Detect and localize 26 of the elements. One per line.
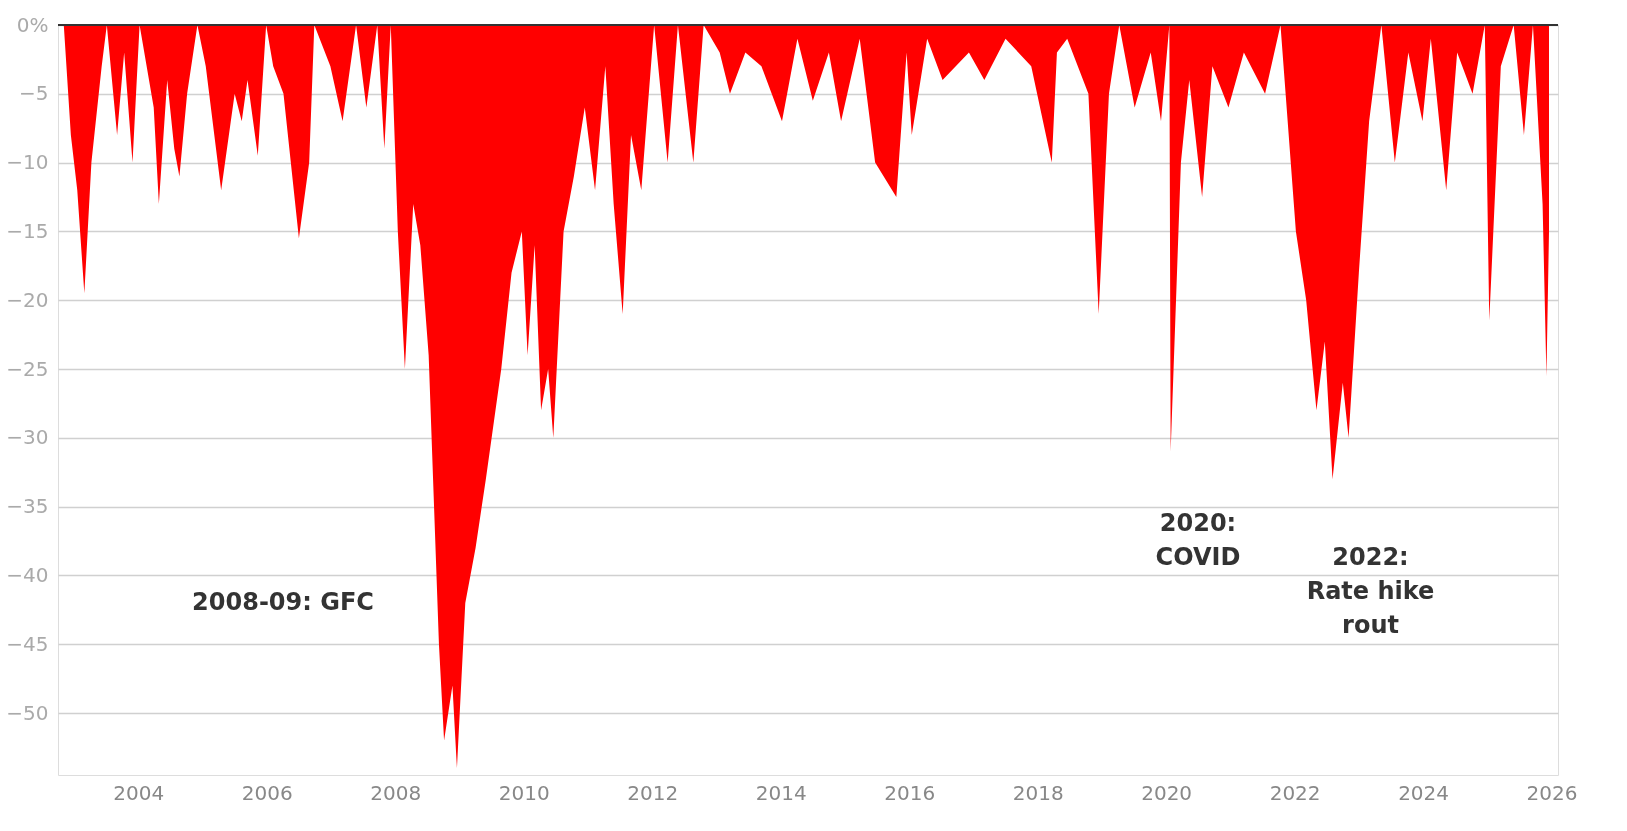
x-tick-label: 2014	[755, 780, 807, 805]
x-tick-label: 2018	[1012, 780, 1064, 805]
x-tick-label: 2008	[370, 780, 422, 805]
annotation: 2008-09: GFC	[192, 587, 374, 616]
y-tick-label: −50	[6, 700, 49, 725]
y-tick-label: −5	[19, 81, 49, 106]
x-tick-label: 2022	[1269, 780, 1321, 805]
x-tick-label: 2010	[498, 780, 550, 805]
y-tick-label: −35	[6, 494, 49, 519]
annotation: 2020: COVID	[1155, 508, 1241, 571]
x-tick-label: 2024	[1398, 780, 1450, 805]
y-tick-label: −10	[6, 150, 49, 175]
x-tick-label: 2012	[627, 780, 679, 805]
x-tick-label: 2016	[884, 780, 936, 805]
y-tick-label: −20	[6, 287, 49, 312]
x-tick-label: 2020	[1141, 780, 1193, 805]
y-tick-label: −15	[6, 218, 49, 243]
annotation: 2022: Rate hike rout	[1306, 542, 1435, 639]
y-tick-label: −40	[6, 562, 49, 587]
y-tick-label: −25	[6, 356, 49, 381]
y-tick-label: −45	[6, 631, 49, 656]
x-tick-label: 2004	[113, 780, 165, 805]
x-tick-label: 2006	[241, 780, 293, 805]
x-tick-label: 2026	[1526, 780, 1578, 805]
y-tick-label: −30	[6, 425, 49, 450]
y-tick-label: 0%	[16, 12, 49, 37]
